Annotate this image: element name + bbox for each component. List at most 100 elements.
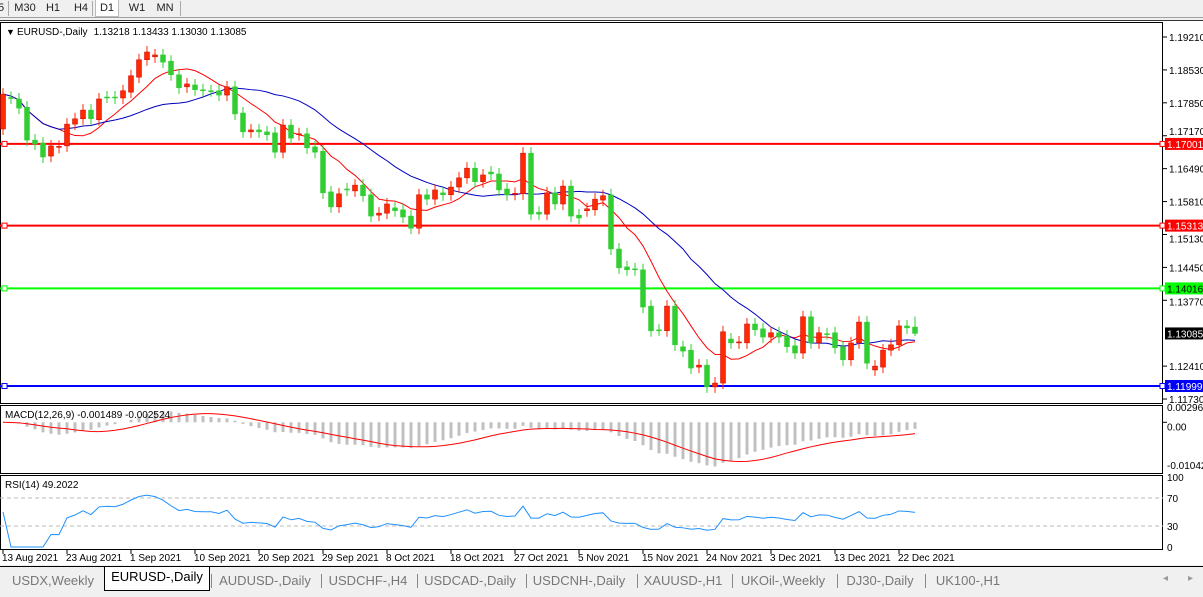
- line-handle: [1159, 140, 1166, 147]
- bullish-candle: [456, 177, 462, 188]
- tab-separator: [837, 574, 838, 588]
- date-label: 13 Aug 2021: [2, 553, 59, 564]
- bearish-candle: [632, 268, 638, 271]
- timeframe-toolbar: 5 M30 H1 H4 D1 W1 MN: [0, 0, 1203, 18]
- current-price-label: 1.13085: [1167, 329, 1203, 340]
- bearish-candle: [832, 332, 838, 348]
- chart-window[interactable]: 1.19210 1.18530 1.17850 1.17170 1.16490 1.158…: [0, 20, 1203, 565]
- bullish-candle: [520, 152, 526, 195]
- timeframe-h1[interactable]: H1: [45, 2, 61, 14]
- bullish-candle: [544, 192, 550, 215]
- bearish-candle: [640, 269, 646, 308]
- rsi-tick-label: 100: [1167, 473, 1184, 484]
- bullish-candle: [768, 332, 774, 338]
- bearish-candle: [616, 248, 622, 269]
- date-label: 27 Oct 2021: [514, 553, 569, 564]
- bearish-candle: [16, 98, 22, 109]
- date-label: 3 Dec 2021: [770, 553, 822, 564]
- bearish-candle: [624, 266, 630, 271]
- timeframe-d1[interactable]: D1: [95, 0, 119, 17]
- bullish-candle: [224, 86, 230, 96]
- bearish-candle: [840, 346, 846, 361]
- bearish-candle: [784, 335, 790, 348]
- timeframe-m30[interactable]: M30: [14, 2, 36, 14]
- bearish-candle: [504, 188, 510, 196]
- bullish-candle: [512, 193, 518, 195]
- bearish-candle: [312, 146, 318, 153]
- bullish-candle: [136, 59, 142, 78]
- rsi-tick-label: 30: [1167, 522, 1179, 533]
- scroll-right-icon[interactable]: ▸: [1188, 573, 1194, 584]
- date-label: 20 Sep 2021: [258, 553, 315, 564]
- bearish-candle: [472, 167, 478, 182]
- bullish-candle: [376, 212, 382, 216]
- tab-ukoil-weekly[interactable]: UKOil-,Weekly: [740, 573, 826, 588]
- bearish-candle: [160, 54, 166, 63]
- bullish-candle: [888, 344, 894, 351]
- bullish-candle: [152, 54, 158, 58]
- toolbar-separator: [8, 1, 9, 16]
- timeframe-5[interactable]: 5: [0, 2, 5, 14]
- bearish-candle: [32, 139, 38, 145]
- bearish-candle: [240, 112, 246, 133]
- tab-separator: [526, 574, 527, 588]
- bearish-candle: [256, 129, 262, 133]
- dropdown-triangle-icon: ▼: [6, 27, 15, 37]
- moving-average-slow: [2, 87, 916, 347]
- tab-eurusd-daily[interactable]: EURUSD-,Daily: [104, 567, 210, 591]
- bearish-candle: [752, 323, 758, 331]
- date-label: 10 Sep 2021: [194, 553, 251, 564]
- tab-usdcad-daily[interactable]: USDCAD-,Daily: [424, 573, 516, 588]
- tab-usdchf-h4[interactable]: USDCHF-,H4: [328, 573, 408, 588]
- bearish-candle: [176, 74, 182, 89]
- price-tick-label: 1.12410: [1169, 362, 1203, 373]
- bullish-candle: [712, 382, 718, 388]
- bearish-candle: [792, 345, 798, 354]
- bullish-candle: [584, 208, 590, 212]
- timeframe-h4[interactable]: H4: [73, 2, 89, 14]
- bearish-candle: [24, 106, 30, 141]
- bearish-candle: [760, 328, 766, 338]
- bearish-candle: [704, 364, 710, 388]
- bullish-candle: [48, 145, 54, 157]
- tab-usdcnh-daily[interactable]: USDCNH-,Daily: [532, 573, 626, 588]
- timeframe-mn[interactable]: MN: [156, 2, 174, 14]
- tab-separator: [417, 574, 418, 588]
- timeframe-w1[interactable]: W1: [128, 2, 146, 14]
- bullish-candle: [872, 365, 878, 371]
- bullish-candle: [248, 129, 254, 133]
- bearish-candle: [192, 84, 198, 91]
- hline-price-label: 1.15313: [1167, 222, 1203, 233]
- bearish-candle: [392, 207, 398, 212]
- bullish-candle: [560, 185, 566, 205]
- bearish-candle: [864, 321, 870, 364]
- price-tick-label: 1.11730: [1169, 395, 1203, 406]
- tab-uk100-h1[interactable]: UK100-,H1: [935, 573, 1001, 588]
- price-tick-label: 1.18530: [1169, 66, 1203, 77]
- tab-separator: [925, 574, 926, 588]
- tab-audusd-daily[interactable]: AUDUSD-,Daily: [219, 573, 311, 588]
- tab-dj30-daily[interactable]: DJ30-,Daily: [846, 573, 914, 588]
- line-handle: [1, 222, 8, 229]
- tab-usdx-weekly[interactable]: USDX,Weekly: [11, 573, 95, 588]
- bullish-candle: [720, 331, 726, 384]
- main-panel-frame: [0, 22, 1163, 404]
- scroll-left-icon[interactable]: ◂: [1163, 573, 1169, 584]
- bullish-candle: [296, 133, 302, 136]
- tab-xauusd-h1[interactable]: XAUUSD-,H1: [643, 573, 723, 588]
- bearish-candle: [528, 152, 534, 215]
- bearish-candle: [304, 133, 310, 149]
- line-handle: [1, 140, 8, 147]
- bullish-candle: [848, 342, 854, 361]
- bearish-candle: [552, 192, 558, 205]
- line-handle: [1, 383, 8, 390]
- bullish-candle: [184, 83, 190, 88]
- date-label: 23 Aug 2021: [66, 553, 123, 564]
- bearish-candle: [656, 329, 662, 332]
- bearish-candle: [688, 349, 694, 369]
- bullish-candle: [880, 349, 886, 368]
- bullish-candle: [144, 51, 150, 60]
- line-handle: [1159, 222, 1166, 229]
- chart-canvas[interactable]: 1.19210 1.18530 1.17850 1.17170 1.16490 1.158…: [0, 21, 1203, 566]
- bearish-candle: [904, 325, 910, 329]
